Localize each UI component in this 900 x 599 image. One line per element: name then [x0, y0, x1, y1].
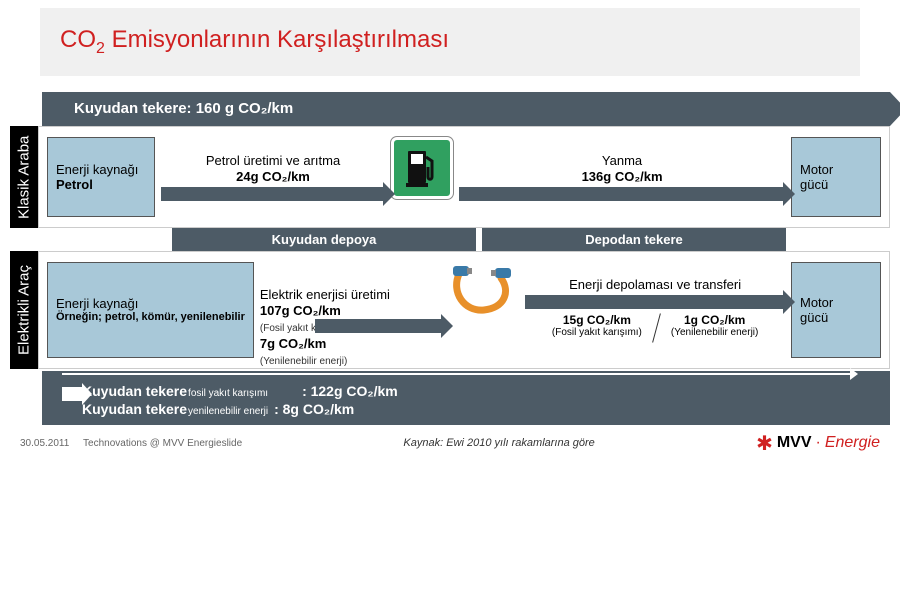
bottom-summary: Kuyudan tekere fosil yakıt karışımı : 12… — [42, 371, 890, 425]
arrow-icon — [525, 295, 785, 309]
title-bar: CO2 Emisyonlarının Karşılaştırılması — [40, 8, 860, 76]
mid-left: Kuyudan depoya — [172, 228, 476, 251]
footer-date: 30.05.2011 — [20, 438, 69, 449]
arrow-icon — [459, 187, 785, 201]
arrow-icon — [161, 187, 385, 201]
output-classic: Motor gücü — [791, 137, 881, 217]
step1-classic: Petrol üretimi ve arıtma 24g CO₂/km — [161, 137, 385, 217]
star-icon: ✱ — [756, 431, 773, 456]
title-text: CO2 Emisyonlarının Karşılaştırılması — [60, 26, 449, 53]
diagram-main: Kuyudan tekere: 160 g CO₂/km Klasik Arab… — [10, 92, 890, 425]
footer-note: Technovations @ MVV Energieslide — [83, 438, 242, 449]
mvv-logo: ✱ MVV· Energie — [756, 431, 880, 456]
arrow-icon — [62, 373, 850, 375]
top-arrow-label: Kuyudan tekere: 160 g CO₂/km — [74, 100, 293, 117]
source-ev: Enerji kaynağı Örneğin; petrol, kömür, y… — [47, 262, 254, 358]
arrow-icon — [315, 319, 443, 333]
mid-labels: Kuyudan depoya Depodan tekere — [42, 228, 890, 251]
output-ev: Motor gücü — [791, 262, 881, 358]
mid-right: Depodan tekere — [482, 228, 786, 251]
charging-cable-icon — [449, 262, 519, 322]
footer: 30.05.2011 Technovations @ MVV Energiesl… — [0, 425, 900, 462]
step2-classic: Yanma 136g CO₂/km — [459, 137, 785, 217]
vlabel-classic: Klasik Araba — [10, 126, 38, 228]
step2-ev: Enerji depolaması ve transferi 15g CO₂/k… — [525, 262, 785, 358]
row-classic-wrap: Klasik Araba Enerji kaynağı Petrol Petro… — [10, 126, 890, 228]
fuel-pump-icon — [391, 137, 453, 199]
row-classic: Enerji kaynağı Petrol Petrol üretimi ve … — [38, 126, 890, 228]
bottom-line-1: Kuyudan tekere fosil yakıt karışımı : 12… — [82, 383, 870, 399]
row-ev-wrap: Elektrikli Araç Enerji kaynağı Örneğin; … — [10, 251, 890, 369]
page-title: CO2 Emisyonlarının Karşılaştırılması — [60, 26, 840, 58]
step1-ev: Elektrik enerjisi üretimi 107g CO₂/km (F… — [260, 262, 443, 358]
bottom-line-2: Kuyudan tekere yenilenebilir enerji : 8g… — [82, 401, 870, 417]
footer-source: Kaynak: Ewi 2010 yılı rakamlarına göre — [403, 437, 594, 449]
row-ev: Enerji kaynağı Örneğin; petrol, kömür, y… — [38, 251, 890, 369]
arrow-icon — [62, 387, 82, 401]
source-classic: Enerji kaynağı Petrol — [47, 137, 155, 217]
top-total-arrow: Kuyudan tekere: 160 g CO₂/km — [42, 92, 890, 126]
vlabel-ev: Elektrikli Araç — [10, 251, 38, 369]
